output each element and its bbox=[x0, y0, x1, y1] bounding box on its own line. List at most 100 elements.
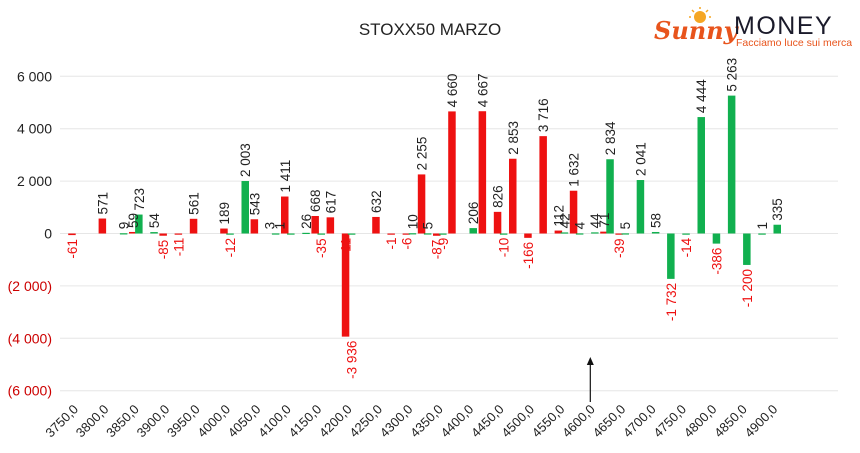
data-label: 42 bbox=[557, 213, 572, 228]
logo-brand-sunny: Sunny bbox=[654, 16, 740, 45]
data-label: 5 bbox=[618, 222, 633, 230]
data-label: -85 bbox=[156, 240, 171, 260]
bar bbox=[554, 230, 563, 234]
bar bbox=[372, 216, 380, 234]
bar bbox=[727, 95, 736, 234]
bar bbox=[469, 228, 477, 234]
bar bbox=[439, 233, 447, 235]
x-tick-label: 3850,0 bbox=[103, 402, 142, 441]
data-label: 2 834 bbox=[603, 121, 618, 155]
bar bbox=[250, 219, 259, 234]
y-tick-label: (2 000) bbox=[8, 278, 52, 294]
data-label: -35 bbox=[314, 238, 329, 258]
sunny-money-logo: Sunny MONEY Facciamo luce sui mercati bbox=[654, 7, 852, 49]
data-label: 5 263 bbox=[725, 58, 740, 92]
y-tick-label: 2 000 bbox=[17, 173, 52, 189]
data-label: 543 bbox=[247, 193, 262, 216]
x-tick-label: 4700,0 bbox=[620, 402, 659, 441]
bar bbox=[682, 233, 690, 235]
data-label: 2 853 bbox=[506, 121, 521, 155]
bar bbox=[220, 228, 228, 234]
x-tick-label: 4000,0 bbox=[194, 402, 233, 441]
x-tick-label: 4500,0 bbox=[498, 402, 537, 441]
bar bbox=[493, 211, 502, 234]
data-label: 723 bbox=[132, 188, 147, 211]
x-tick-label: 4300,0 bbox=[377, 402, 416, 441]
bar bbox=[271, 233, 280, 235]
bar bbox=[302, 232, 310, 235]
x-tick-label: 4900,0 bbox=[742, 402, 781, 441]
data-label: -1 bbox=[384, 238, 399, 250]
data-label: 1 bbox=[755, 222, 770, 230]
x-tick-label: 4800,0 bbox=[681, 402, 720, 441]
data-label: 3 716 bbox=[536, 98, 551, 132]
bar bbox=[311, 215, 319, 234]
bar bbox=[560, 232, 569, 234]
data-label: 1 632 bbox=[567, 153, 582, 187]
data-label: 826 bbox=[491, 185, 506, 208]
data-label: -14 bbox=[679, 237, 694, 257]
x-tick-label: 4650,0 bbox=[590, 402, 629, 441]
bar bbox=[226, 233, 234, 235]
data-label: 58 bbox=[649, 213, 664, 228]
data-label: 2 255 bbox=[415, 137, 430, 171]
x-tick-label: 4100,0 bbox=[255, 402, 294, 441]
data-label: 71 bbox=[597, 213, 612, 228]
bar bbox=[326, 217, 335, 234]
data-label: -87 bbox=[430, 240, 445, 260]
bar bbox=[667, 233, 675, 279]
logo-tagline: Facciamo luce sui mercati bbox=[736, 37, 852, 49]
data-label: -386 bbox=[709, 248, 724, 275]
bar bbox=[758, 233, 766, 235]
bar bbox=[98, 218, 107, 234]
chart-title: STOXX50 MARZO bbox=[358, 20, 502, 39]
x-tick-label: 3950,0 bbox=[164, 402, 203, 441]
data-label: 4 bbox=[573, 221, 588, 229]
sun-icon bbox=[689, 7, 711, 23]
bar bbox=[387, 233, 395, 235]
data-label: -9 bbox=[436, 238, 451, 250]
data-label: 54 bbox=[147, 213, 162, 229]
x-tick-label: 4050,0 bbox=[225, 402, 264, 441]
bar bbox=[129, 231, 137, 234]
bar bbox=[600, 231, 608, 234]
y-tick-label: 6 000 bbox=[17, 68, 52, 84]
bar bbox=[539, 136, 547, 234]
bar bbox=[423, 233, 432, 235]
bar bbox=[433, 233, 441, 236]
y-tick-label: (4 000) bbox=[8, 330, 52, 346]
arrow-head-icon bbox=[586, 357, 594, 365]
x-tick-label: 4550,0 bbox=[529, 402, 568, 441]
data-label: 2 041 bbox=[633, 142, 648, 176]
data-label: -61 bbox=[65, 239, 80, 259]
bar bbox=[575, 233, 584, 235]
x-tick-label: 4350,0 bbox=[407, 402, 446, 441]
data-label: -10 bbox=[497, 238, 512, 258]
data-label: 1 bbox=[272, 222, 287, 230]
y-tick-label: (6 000) bbox=[8, 383, 52, 399]
data-label: -11 bbox=[171, 238, 186, 257]
bar bbox=[712, 233, 721, 244]
bar bbox=[241, 181, 249, 234]
x-tick-label: 4400,0 bbox=[438, 402, 477, 441]
bar bbox=[591, 232, 599, 234]
bar bbox=[615, 233, 623, 235]
bar bbox=[478, 111, 487, 234]
bar bbox=[174, 233, 183, 235]
x-tick-label: 4750,0 bbox=[650, 402, 689, 441]
data-label: -39 bbox=[612, 239, 627, 259]
data-label: 561 bbox=[187, 192, 202, 215]
bar bbox=[697, 117, 705, 234]
data-label: -166 bbox=[521, 242, 536, 269]
bar bbox=[569, 190, 578, 234]
x-tick-label: 4450,0 bbox=[468, 402, 507, 441]
y-tick-label: 4 000 bbox=[17, 121, 52, 137]
data-label: 10 bbox=[405, 214, 420, 229]
bar bbox=[621, 233, 629, 235]
data-label: 4 660 bbox=[445, 74, 460, 108]
y-tick-label: 0 bbox=[44, 226, 52, 242]
x-tick-label: 4250,0 bbox=[346, 402, 385, 441]
data-label: 26 bbox=[299, 214, 314, 229]
data-label: 632 bbox=[369, 190, 384, 213]
